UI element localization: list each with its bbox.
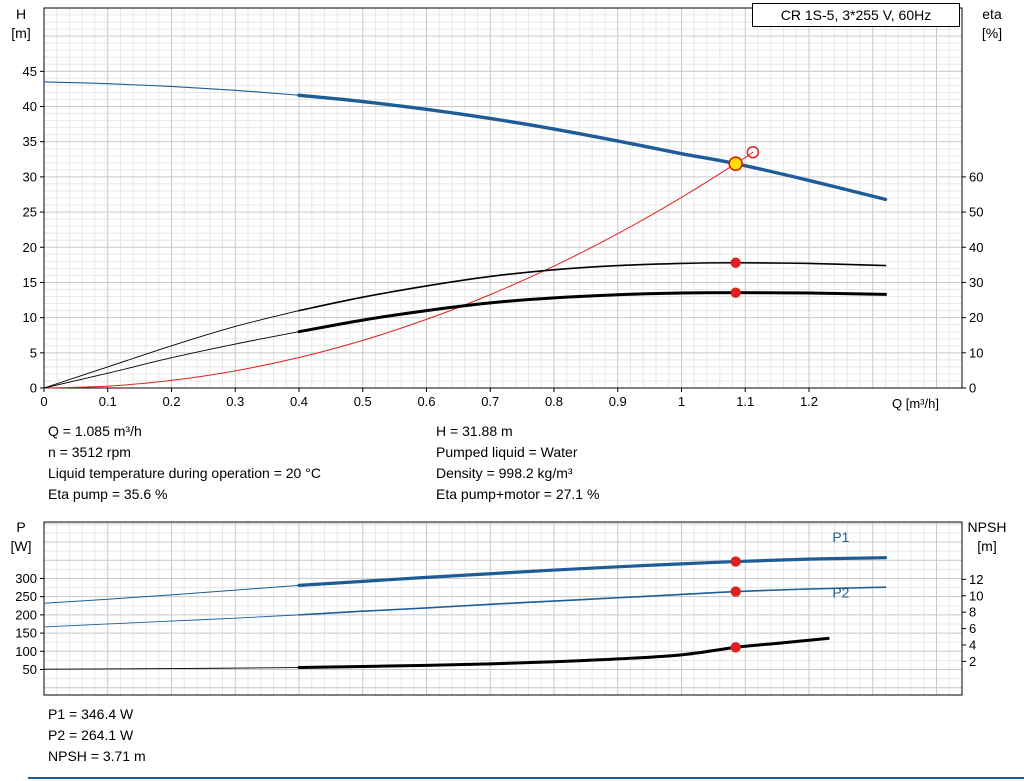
tick-label: 25 xyxy=(23,205,37,220)
tick-label: 12 xyxy=(969,572,983,587)
p1-point xyxy=(730,556,741,567)
p2-low-flow xyxy=(43,614,300,628)
eta-axis-name: eta xyxy=(982,6,1002,22)
p-axis-name: P xyxy=(16,519,26,535)
h-curve xyxy=(297,93,888,202)
tick-label: 0 xyxy=(40,394,47,409)
system-curve xyxy=(43,151,754,389)
duty-info-right: H = 31.88 m Pumped liquid = Water Densit… xyxy=(436,421,599,505)
tick-label: 10 xyxy=(969,345,983,360)
p2-point xyxy=(730,586,741,597)
h-axis-title: H [m] xyxy=(2,5,40,43)
p1-curve xyxy=(297,556,888,587)
tick-label: 5 xyxy=(30,345,37,360)
info-npsh: NPSH = 3.71 m xyxy=(48,748,146,764)
info-head: H = 31.88 m xyxy=(436,423,513,439)
tick-label: 300 xyxy=(15,571,37,586)
info-p1: P1 = 346.4 W xyxy=(48,706,134,722)
tick-label: 0.5 xyxy=(354,394,372,409)
npsh-axis-title: NPSH [m] xyxy=(954,518,1020,556)
npsh-axis-unit: [m] xyxy=(977,538,997,554)
rated-point xyxy=(746,146,760,159)
plot-frame xyxy=(43,521,963,696)
info-speed: n = 3512 rpm xyxy=(48,444,131,460)
eta-pump-motor-point xyxy=(730,287,741,298)
tick-label: 0.1 xyxy=(99,394,117,409)
tick-label: 250 xyxy=(15,589,37,604)
footer-rule xyxy=(28,777,1024,779)
tick-label: 0.2 xyxy=(162,394,180,409)
q-axis-label: Q [m³/h] xyxy=(892,396,939,411)
tick-label: 10 xyxy=(23,310,37,325)
info-density: Density = 998.2 kg/m³ xyxy=(436,465,573,481)
duty-info-left: Q = 1.085 m³/h n = 3512 rpm Liquid tempe… xyxy=(48,421,321,505)
tick-label: 100 xyxy=(15,644,37,659)
tick-label: 30 xyxy=(23,169,37,184)
pump-model-box: CR 1S-5, 3*255 V, 60Hz xyxy=(752,3,960,27)
tick-label: 0.4 xyxy=(290,394,308,409)
tick-label: 1.2 xyxy=(800,394,818,409)
tick-label: 20 xyxy=(969,310,983,325)
p-axis-title: P [W] xyxy=(2,518,40,556)
duty-point xyxy=(728,156,743,171)
p-axis-unit: [W] xyxy=(10,538,32,554)
tick-label: 4 xyxy=(969,637,976,652)
series-label-p1: P1 xyxy=(832,529,849,545)
tick-label: 1.1 xyxy=(736,394,754,409)
info-p2: P2 = 264.1 W xyxy=(48,727,134,743)
h-axis-name: H xyxy=(15,6,27,22)
p2-curve xyxy=(298,586,887,616)
plot-frame xyxy=(43,7,963,389)
eta-axis-title: eta [%] xyxy=(966,5,1018,43)
eta-axis-unit: [%] xyxy=(981,25,1003,41)
npsh-curve xyxy=(297,636,830,670)
p1-low-flow xyxy=(43,584,300,604)
tick-label: 35 xyxy=(23,134,37,149)
h-axis-unit: [m] xyxy=(11,25,31,41)
tick-label: 50 xyxy=(23,662,37,677)
info-eta-pump: Eta pump = 35.6 % xyxy=(48,486,168,502)
eta-pump-motor-low-flow xyxy=(43,331,300,389)
tick-label: 0 xyxy=(969,381,976,396)
tick-label: 0.7 xyxy=(481,394,499,409)
tick-label: 2 xyxy=(969,654,976,669)
tick-label: 15 xyxy=(23,275,37,290)
power-npsh-info: P1 = 346.4 W P2 = 264.1 W NPSH = 3.71 m xyxy=(48,704,146,767)
tick-label: 6 xyxy=(969,621,976,636)
info-liquid-temp: Liquid temperature during operation = 20… xyxy=(48,465,321,481)
tick-label: 1 xyxy=(678,394,685,409)
tick-label: 30 xyxy=(969,275,983,290)
h-curve-low-flow xyxy=(43,81,300,96)
series-label-p2: P2 xyxy=(832,584,849,600)
eta-pump-curve xyxy=(298,261,887,312)
info-pumped-liquid: Pumped liquid = Water xyxy=(436,444,578,460)
tick-label: 8 xyxy=(969,605,976,620)
tick-label: 40 xyxy=(23,99,37,114)
tick-label: 40 xyxy=(969,240,983,255)
tick-label: 45 xyxy=(23,64,37,79)
tick-label: 150 xyxy=(15,626,37,641)
eta-pump-motor-curve xyxy=(297,291,887,334)
npsh-point xyxy=(730,642,741,653)
tick-label: 200 xyxy=(15,607,37,622)
tick-label: 0.8 xyxy=(545,394,563,409)
tick-label: 20 xyxy=(23,240,37,255)
info-q: Q = 1.085 m³/h xyxy=(48,423,142,439)
tick-label: 0.9 xyxy=(609,394,627,409)
tick-label: 60 xyxy=(969,169,983,184)
tick-label: 0 xyxy=(30,381,37,396)
tick-label: 10 xyxy=(969,588,983,603)
hq-eta-chart: 0 5 10 15 20 25 30 35 40 45 0 10 20 30 40 50 60 0 0.1 0.2 0.… xyxy=(23,7,983,409)
eta-pump-low-flow xyxy=(43,310,300,389)
npsh-low-flow xyxy=(43,667,300,670)
tick-label: 0.3 xyxy=(226,394,244,409)
info-eta-pump-motor: Eta pump+motor = 27.1 % xyxy=(436,486,600,502)
eta-pump-point xyxy=(730,257,741,268)
tick-label: 0.6 xyxy=(417,394,435,409)
tick-label: 50 xyxy=(969,205,983,220)
npsh-axis-name: NPSH xyxy=(967,519,1007,535)
